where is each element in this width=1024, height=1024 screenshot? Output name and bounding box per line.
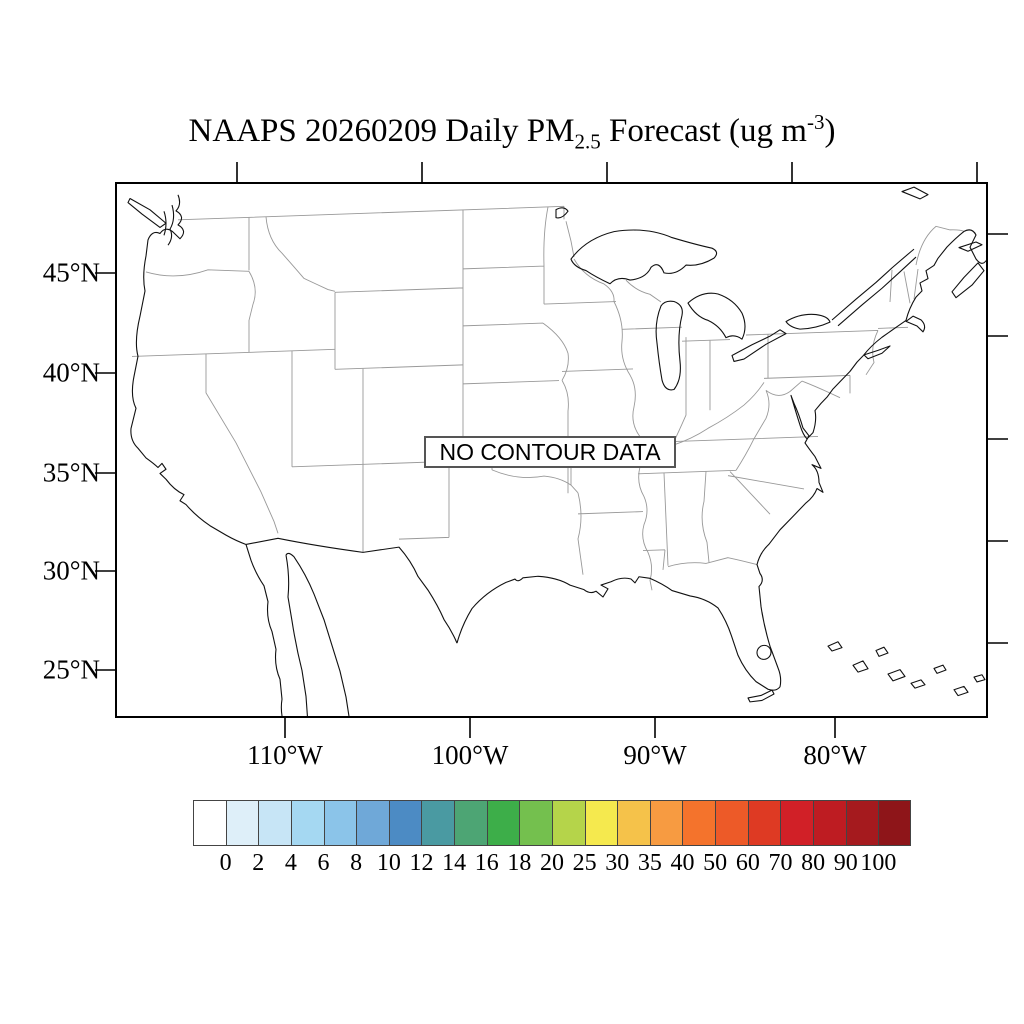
map-frame — [115, 182, 988, 718]
colorbar-label-6: 6 — [317, 850, 330, 876]
colorbar-cell-8 — [454, 800, 487, 846]
colorbar-cell-3 — [290, 800, 324, 846]
axis-ticks — [95, 162, 1008, 738]
colorbar-cell-18 — [780, 800, 813, 846]
colorbar-cell-6 — [388, 800, 422, 846]
colorbar-label-40: 40 — [670, 850, 695, 876]
no-contour-data-box: NO CONTOUR DATA — [424, 436, 676, 468]
colorbar-label-18: 18 — [507, 850, 532, 876]
colorbar-label-0: 0 — [219, 850, 232, 876]
map-content — [127, 183, 987, 717]
colorbar-label-80: 80 — [801, 850, 826, 876]
title-mid: Forecast (ug m — [600, 113, 807, 149]
colorbar-cell-2 — [258, 800, 291, 846]
right-axis-ticks — [987, 233, 1008, 644]
colorbar-cell-9 — [486, 800, 520, 846]
colorbar-label-4: 4 — [284, 850, 297, 876]
colorbar — [193, 800, 911, 846]
lat-label-25N: 25°N — [42, 654, 100, 685]
colorbar-label-16: 16 — [474, 850, 499, 876]
colorbar-cell-12 — [584, 800, 618, 846]
colorbar-label-70: 70 — [768, 850, 793, 876]
colorbar-cell-19 — [812, 800, 846, 846]
lat-label-45N: 45°N — [42, 257, 100, 288]
bottom-axis-ticks — [284, 717, 836, 738]
colorbar-cell-7 — [421, 800, 454, 846]
colorbar-label-25: 25 — [572, 850, 597, 876]
lat-label-40N: 40°N — [42, 357, 100, 388]
colorbar-label-35: 35 — [637, 850, 662, 876]
colorbar-cell-5 — [356, 800, 389, 846]
colorbar-label-14: 14 — [442, 850, 467, 876]
colorbar-cell-11 — [551, 800, 585, 846]
colorbar-label-20: 20 — [540, 850, 564, 876]
title-superscript: -3 — [806, 110, 825, 134]
colorbar-cell-10 — [519, 800, 552, 846]
colorbar-cell-0 — [193, 800, 226, 846]
coastlines — [127, 183, 987, 717]
colorbar-cell-4 — [323, 800, 357, 846]
title-subscript: 2.5 — [574, 129, 601, 154]
colorbar-cell-15 — [682, 800, 715, 846]
colorbar-cell-1 — [225, 800, 259, 846]
colorbar-cell-20 — [845, 800, 879, 846]
plot-title: NAAPS 20260209 Daily PM2.5 Forecast (ug … — [0, 110, 1024, 155]
colorbar-label-8: 8 — [350, 850, 363, 876]
colorbar-label-30: 30 — [605, 850, 630, 876]
colorbar-cell-14 — [649, 800, 683, 846]
colorbar-cell-13 — [617, 800, 650, 846]
colorbar-cell-21 — [878, 800, 911, 846]
title-end: ) — [824, 113, 836, 149]
colorbar-cell-16 — [715, 800, 748, 846]
colorbar-label-100: 100 — [860, 850, 897, 876]
lat-label-30N: 30°N — [42, 555, 100, 586]
lon-label-100W: 100°W — [431, 740, 509, 770]
colorbar-label-2: 2 — [252, 850, 265, 876]
colorbar-label-50: 50 — [703, 850, 728, 876]
lat-label-35N: 35°N — [42, 457, 100, 488]
colorbar-label-60: 60 — [735, 850, 760, 876]
top-axis-ticks — [236, 162, 978, 183]
state-borders — [132, 205, 965, 591]
lon-label-90W: 90°W — [623, 740, 687, 770]
lon-label-80W: 80°W — [803, 740, 867, 770]
colorbar-label-90: 90 — [833, 850, 858, 876]
colorbar-cell-17 — [747, 800, 781, 846]
title-main: NAAPS 20260209 Daily PM — [188, 113, 575, 149]
colorbar-label-12: 12 — [409, 850, 434, 876]
left-axis-ticks — [95, 272, 116, 671]
lon-label-110W: 110°W — [247, 740, 323, 770]
no-contour-data-label: NO CONTOUR DATA — [439, 438, 661, 465]
colorbar-label-10: 10 — [376, 850, 401, 876]
